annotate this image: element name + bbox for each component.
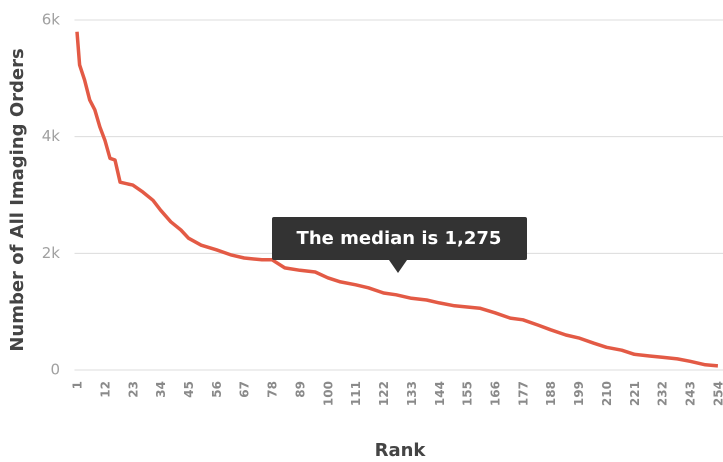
x-tick-label: 1 — [71, 381, 85, 389]
x-tick-label: 210 — [600, 381, 614, 406]
y-tick-label: 2k — [42, 244, 61, 262]
x-tick-label: 56 — [210, 381, 224, 398]
x-tick-label: 34 — [154, 381, 168, 398]
x-tick-label: 133 — [405, 381, 419, 406]
x-tick-label: 221 — [628, 381, 642, 406]
x-tick-label: 188 — [544, 381, 558, 406]
x-tick-label: 23 — [126, 381, 140, 398]
x-tick-label: 122 — [377, 381, 391, 406]
x-tick-label: 254 — [711, 381, 723, 406]
grid: 0 2k 4k 6k 1 12 23 34 45 56 67 78 89 100 111 122 133 144 1… — [42, 11, 723, 406]
x-tick-label: 177 — [516, 381, 530, 406]
x-tick-label: 199 — [572, 381, 586, 406]
y-tick-label: 4k — [42, 127, 61, 145]
x-tick-label: 166 — [489, 381, 503, 406]
x-tick-label: 100 — [321, 381, 335, 406]
annotation: The median is 1,275 — [272, 217, 527, 273]
x-tick-label: 144 — [433, 381, 447, 406]
x-tick-label: 45 — [182, 381, 196, 398]
annotation-box — [272, 217, 527, 260]
x-tick-label: 243 — [684, 381, 698, 406]
x-tick-label: 78 — [266, 381, 280, 398]
y-tick-label: 0 — [50, 361, 60, 379]
y-axis-label: Number of All Imaging Orders — [7, 48, 28, 351]
x-tick-label: 89 — [293, 381, 307, 398]
x-tick-label: 12 — [98, 381, 112, 398]
annotation-pointer — [389, 260, 407, 273]
x-tick-label: 67 — [238, 381, 252, 398]
plot — [75, 31, 719, 368]
x-tick-label: 155 — [461, 381, 475, 406]
x-tick-label: 232 — [656, 381, 670, 406]
annotation-text: The median is 1,275 — [297, 228, 502, 249]
x-tick-label: 111 — [349, 381, 363, 406]
x-axis-label: Rank — [375, 440, 427, 461]
data-line — [75, 31, 719, 368]
y-tick-label: 6k — [42, 11, 61, 29]
